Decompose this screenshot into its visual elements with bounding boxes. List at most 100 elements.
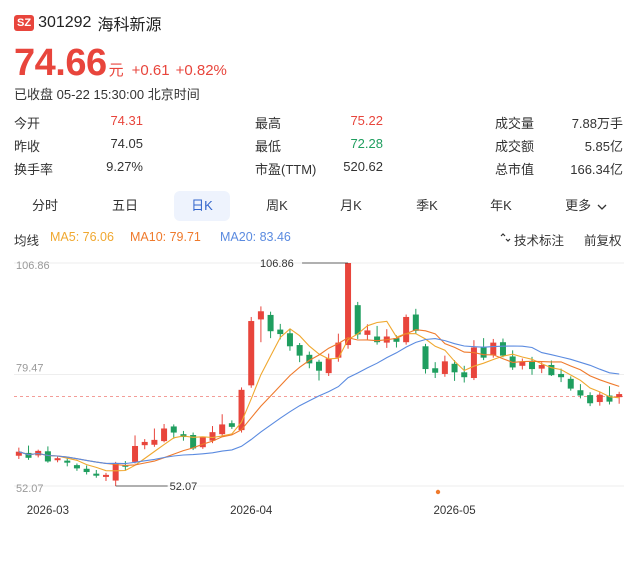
candle bbox=[73, 463, 80, 471]
x-tick-label: 2026-05 bbox=[433, 505, 475, 517]
stat-high-value: 75.22 bbox=[350, 113, 383, 128]
tab-monthly-k[interactable]: 月K bbox=[340, 198, 362, 213]
stat-pe-value: 520.62 bbox=[343, 159, 383, 174]
candle-body bbox=[296, 345, 303, 356]
candle bbox=[432, 362, 439, 379]
candle-body bbox=[190, 435, 197, 449]
candle bbox=[54, 456, 61, 463]
candle bbox=[83, 465, 90, 475]
candle-body bbox=[132, 445, 139, 462]
stat-turnover-amount-value: 5.85亿 bbox=[584, 139, 623, 154]
technical-annotation-toggle[interactable]: 技术标注 bbox=[500, 230, 564, 248]
candle bbox=[132, 435, 139, 464]
ma20-value: MA20: 83.46 bbox=[220, 230, 291, 244]
adjust-toggle[interactable]: 前复权 bbox=[584, 234, 622, 248]
candle-body bbox=[25, 452, 32, 458]
tab-weekly-k[interactable]: 周K bbox=[266, 198, 288, 213]
candle bbox=[64, 457, 71, 467]
ma20-line bbox=[18, 338, 620, 465]
candle-body bbox=[122, 465, 129, 467]
stat-turnover-rate-value: 9.27% bbox=[106, 159, 143, 174]
candle bbox=[286, 329, 293, 351]
tab-yearly-k[interactable]: 年K bbox=[490, 198, 512, 213]
candle-body bbox=[529, 361, 536, 370]
y-tick-label: 106.86 bbox=[16, 260, 50, 272]
candle-body bbox=[480, 347, 487, 358]
candle-body bbox=[441, 361, 448, 374]
candle bbox=[199, 436, 206, 449]
candle bbox=[364, 324, 371, 340]
candle-body bbox=[548, 364, 555, 376]
x-axis-labels: 2026-03 2026-04 2026-05 bbox=[27, 505, 476, 517]
candle bbox=[112, 461, 119, 486]
candle-body bbox=[286, 333, 293, 347]
candle bbox=[345, 263, 352, 349]
candle bbox=[315, 359, 323, 381]
candle bbox=[151, 428, 158, 447]
stat-pe: 市盈(TTM) bbox=[255, 162, 317, 177]
candle-body bbox=[93, 473, 100, 476]
candle bbox=[190, 432, 197, 451]
tab-quarterly-k[interactable]: 季K bbox=[416, 198, 438, 213]
candle bbox=[587, 392, 594, 407]
expand-arrows-icon bbox=[500, 233, 511, 243]
candle-body bbox=[538, 364, 545, 369]
stat-prev-close: 昨收 bbox=[14, 139, 41, 154]
candle-body bbox=[616, 394, 623, 398]
candle-body bbox=[248, 321, 255, 386]
candle-body bbox=[238, 389, 245, 431]
candle bbox=[509, 350, 516, 370]
candle bbox=[248, 316, 255, 388]
candle-body bbox=[412, 314, 419, 331]
chevron-down-icon bbox=[597, 204, 607, 210]
candle bbox=[383, 329, 390, 348]
technical-annotation-label: 技术标注 bbox=[514, 234, 565, 248]
candle-body bbox=[209, 432, 216, 441]
stat-volume: 成交量 bbox=[495, 116, 535, 131]
candle-body bbox=[490, 342, 497, 356]
candle bbox=[441, 355, 448, 377]
stock-header: SZ 301292 海科新源 bbox=[14, 12, 161, 34]
candle bbox=[44, 446, 51, 463]
current-price: 74.66 bbox=[14, 42, 107, 84]
stat-volume-value: 7.88万手 bbox=[571, 116, 623, 131]
candle bbox=[558, 368, 565, 383]
candle-body bbox=[393, 338, 400, 342]
ma10-line bbox=[18, 329, 620, 466]
candle bbox=[480, 338, 487, 361]
moving-average-lines bbox=[18, 320, 620, 472]
candle-body bbox=[306, 354, 313, 364]
tab-intraday[interactable]: 分时 bbox=[31, 198, 58, 213]
tab-five-day[interactable]: 五日 bbox=[111, 198, 138, 213]
candle bbox=[335, 333, 342, 362]
candle-body bbox=[374, 336, 381, 343]
stat-prev-close-value: 74.05 bbox=[110, 136, 143, 151]
ma10-value: MA10: 79.71 bbox=[130, 230, 201, 244]
tab-daily-k[interactable]: 日K bbox=[174, 191, 230, 221]
candle bbox=[577, 384, 584, 399]
period-tabs: 分时 五日 日K 周K 月K 季K 年K 更多 bbox=[10, 191, 630, 221]
candle-body bbox=[199, 437, 206, 448]
candle bbox=[596, 391, 603, 406]
candle bbox=[267, 311, 274, 339]
stat-market-cap: 总市值 bbox=[495, 162, 535, 177]
stat-open-value: 74.31 bbox=[110, 113, 143, 128]
candle bbox=[403, 314, 410, 345]
candle-body bbox=[267, 314, 274, 332]
y-axis-labels: 106.86 79.47 52.07 bbox=[16, 260, 50, 495]
candle-body bbox=[606, 395, 613, 402]
ma5-value: MA5: 76.06 bbox=[50, 230, 114, 244]
candle-body bbox=[315, 361, 323, 371]
stat-open: 今开 bbox=[14, 116, 41, 131]
stock-code: 301292 bbox=[38, 14, 92, 31]
stat-turnover-amount: 成交额 bbox=[495, 139, 535, 154]
candle-body bbox=[141, 441, 148, 446]
tab-more[interactable]: 更多 bbox=[556, 191, 616, 221]
x-tick-label: 2026-04 bbox=[230, 505, 273, 517]
ma-label: 均线 bbox=[14, 234, 40, 248]
stat-market-cap-value: 166.34亿 bbox=[570, 162, 623, 177]
candle-body bbox=[432, 368, 439, 373]
stat-high: 最高 bbox=[255, 116, 282, 131]
min-annotation-label: 52.07 bbox=[170, 481, 198, 493]
